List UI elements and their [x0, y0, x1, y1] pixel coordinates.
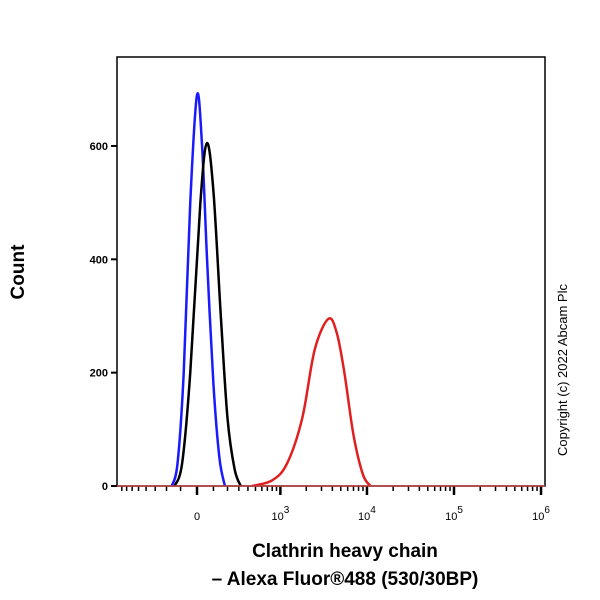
histogram-series-2	[251, 316, 372, 488]
histogram-series-1	[173, 141, 242, 487]
y-tick-label: 400	[90, 254, 108, 266]
x-axis-label-line1: Clathrin heavy chain	[252, 541, 438, 562]
y-axis-label: Count	[8, 244, 29, 300]
histogram-series-0	[170, 92, 227, 487]
x-tick-label: 0	[194, 511, 200, 523]
x-tick-label: 104	[358, 505, 376, 523]
x-tick-label: 106	[532, 505, 550, 523]
x-axis-label-line2: – Alexa Fluor®488 (530/30BP)	[212, 569, 479, 590]
y-tick-label: 200	[90, 368, 108, 380]
x-tick-label: 103	[271, 505, 289, 523]
y-tick-label: 600	[90, 141, 108, 153]
x-tick-label: 105	[445, 505, 463, 523]
copyright-text: Copyright (c) 2022 Abcam Plc	[555, 284, 570, 456]
y-tick-label: 0	[102, 481, 108, 493]
